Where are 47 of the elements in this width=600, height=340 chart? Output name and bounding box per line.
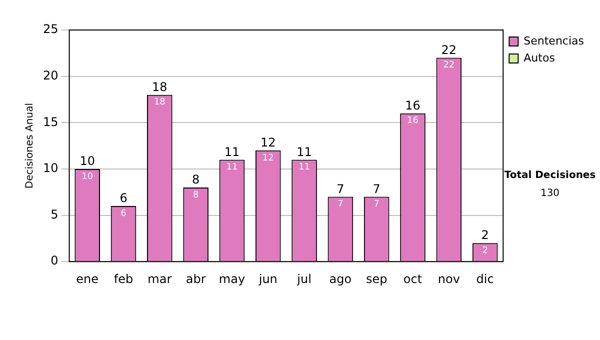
data-label: 12 — [262, 153, 274, 164]
x-tick-label: jun — [258, 272, 278, 286]
total-label: 12 — [260, 136, 276, 150]
total-label: 22 — [441, 42, 457, 57]
text: Total Decisiones — [503, 170, 597, 181]
y-tick-label: 20 — [42, 68, 58, 82]
x-tick-label: sep — [366, 272, 388, 286]
x-tick-label: jul — [296, 272, 312, 286]
x-tick-label: may — [218, 272, 246, 286]
y-tick-label: 0 — [50, 254, 58, 268]
data-label: 8 — [192, 190, 199, 200]
total-label: 6 — [120, 191, 128, 206]
x-tick-label: oct — [403, 272, 422, 286]
x-tick-label: ago — [329, 272, 352, 286]
x-tick-label: feb — [114, 272, 134, 286]
total-label: 2 — [481, 228, 489, 242]
data-label: 11 — [298, 162, 310, 173]
data-label: 7 — [374, 200, 380, 210]
total-label: 11 — [224, 144, 240, 159]
x-tick-label: nov — [438, 272, 460, 286]
total-label: 11 — [296, 144, 312, 159]
data-label: 7 — [338, 200, 344, 210]
legend-label: Autos — [524, 51, 556, 64]
data-label: 6 — [120, 208, 127, 219]
data-label: 16 — [407, 116, 419, 126]
x-tick-label: mar — [148, 272, 172, 286]
text: 130 — [539, 188, 561, 199]
y-tick-label: 5 — [50, 207, 58, 222]
total-label: 18 — [152, 80, 168, 94]
total-label: 10 — [80, 154, 95, 168]
y-tick-label: 10 — [42, 161, 58, 176]
data-label: 2 — [482, 246, 488, 256]
total-label: 7 — [336, 182, 344, 196]
total-label: 16 — [405, 98, 420, 112]
x-tick-label: ene — [76, 272, 99, 286]
total-label: 7 — [372, 182, 380, 196]
total-label: 8 — [192, 172, 200, 187]
x-tick-label: dic — [476, 272, 494, 286]
y-tick-label: 25 — [42, 22, 58, 36]
data-label: 22 — [443, 60, 455, 71]
data-label: 10 — [82, 172, 94, 182]
legend-label: Sentencias — [524, 34, 584, 48]
data-label: 11 — [226, 162, 238, 173]
y-axis-title: Decisiones Anual — [24, 103, 36, 189]
y-tick-label: 15 — [42, 114, 58, 129]
x-tick-label: abr — [186, 272, 206, 286]
data-label: 18 — [154, 98, 166, 108]
